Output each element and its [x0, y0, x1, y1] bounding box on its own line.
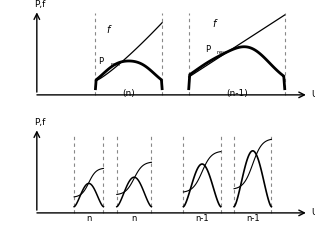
- Text: n-1: n-1: [195, 215, 209, 223]
- Text: P: P: [205, 45, 210, 54]
- Text: n-1: n-1: [246, 215, 260, 223]
- Text: (n): (n): [123, 90, 135, 98]
- Text: ген: ген: [110, 62, 120, 67]
- Text: P: P: [98, 57, 103, 66]
- Text: f: f: [213, 18, 216, 29]
- Text: P,f: P,f: [34, 118, 46, 127]
- Text: (n-1): (n-1): [226, 90, 248, 98]
- Text: P,f: P,f: [34, 0, 46, 9]
- Text: n: n: [86, 215, 91, 223]
- Text: U$_0$: U$_0$: [311, 207, 315, 219]
- Text: f: f: [106, 25, 110, 35]
- Text: U$_0$: U$_0$: [311, 89, 315, 101]
- Text: ген: ген: [217, 50, 226, 55]
- Text: n: n: [131, 215, 137, 223]
